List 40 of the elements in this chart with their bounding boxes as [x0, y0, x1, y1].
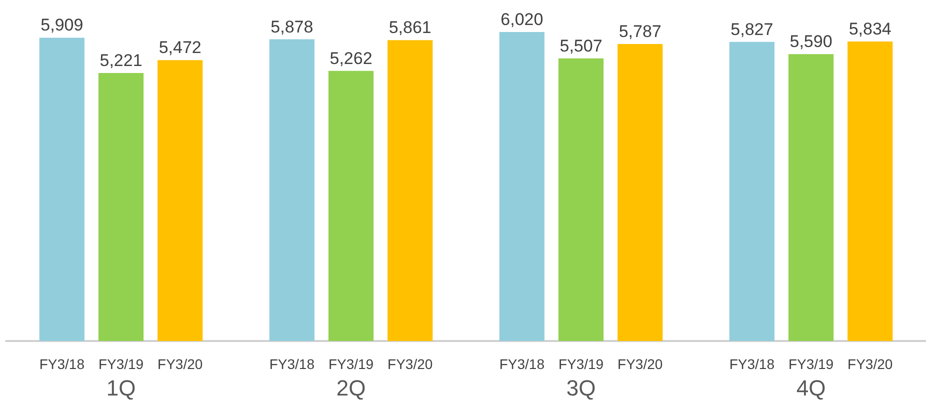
bar	[328, 70, 374, 341]
data-label: 5,507	[560, 36, 602, 56]
series-label: FY3/19	[98, 356, 144, 372]
data-label: 5,909	[40, 16, 84, 35]
bar	[388, 40, 433, 341]
bar	[848, 42, 893, 341]
data-label: 6,020	[500, 10, 544, 29]
text: FY3/20	[618, 356, 663, 372]
bar	[499, 32, 544, 341]
text: FY3/19	[328, 356, 374, 372]
text: FY3/19	[558, 356, 604, 372]
bar	[558, 58, 604, 341]
data-label: 5,787	[618, 22, 662, 41]
bar	[618, 44, 663, 341]
bar	[788, 54, 834, 341]
data-label: 5,827	[730, 20, 774, 39]
bar	[729, 42, 774, 341]
x-tick-label: 2Q	[336, 376, 366, 400]
data-label: 5,861	[388, 18, 432, 38]
x-tick-label: 1Q	[106, 376, 136, 400]
data-label: 5,221	[100, 51, 142, 70]
series-label: FY3/20	[158, 356, 203, 372]
bar	[98, 73, 144, 341]
bar	[269, 39, 314, 341]
data-label: 5,590	[790, 32, 832, 52]
data-label: 5,834	[848, 20, 892, 39]
x-tick-label: 3Q	[566, 376, 596, 400]
text: FY3/18	[269, 356, 314, 372]
text: FY3/20	[388, 356, 433, 372]
text: FY3/19	[788, 356, 834, 372]
bar	[158, 60, 203, 341]
data-label: 5,472	[158, 38, 202, 58]
data-label: 5,878	[270, 17, 314, 36]
series-label: FY3/18	[39, 356, 85, 372]
text: FY3/18	[499, 356, 544, 372]
data-label: 5,262	[330, 48, 372, 68]
text: FY3/20	[848, 356, 893, 372]
x-tick-label: 4Q	[796, 376, 826, 400]
text: FY3/18	[729, 356, 774, 372]
bar	[39, 38, 84, 341]
